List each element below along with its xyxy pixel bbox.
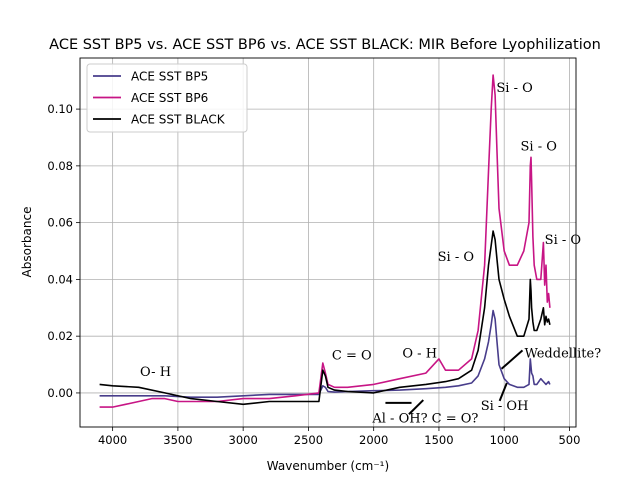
series-layer — [99, 74, 551, 408]
x-tick-label: 3000 — [229, 433, 258, 447]
y-tick-label: 0.04 — [47, 272, 73, 286]
x-tick-label: 3500 — [163, 433, 192, 447]
series-line-ace-sst-bp6 — [99, 74, 551, 408]
x-tick-label: 2500 — [294, 433, 323, 447]
legend-label: ACE SST BP5 — [131, 70, 208, 84]
annotation-label: Weddellite? — [524, 346, 601, 361]
chart-title: ACE SST BP5 vs. ACE SST BP6 vs. ACE SST … — [49, 37, 601, 53]
y-tick-label: 0.06 — [47, 216, 73, 230]
series-line-ace-sst-black — [99, 230, 551, 406]
annotation-label: Si - O — [545, 233, 581, 248]
annotation-label: C = O — [332, 349, 372, 364]
x-axis-label: Wavenumber (cm⁻¹) — [267, 459, 389, 473]
legend-label: ACE SST BP6 — [131, 91, 208, 105]
legend-label: ACE SST BLACK — [131, 113, 226, 127]
annotation-layer: O- H C = O O - H Al - OH? C = O? Si - O Si - … — [140, 81, 601, 427]
legend: ACE SST BP5 ACE SST BP6 ACE SST BLACK — [86, 63, 248, 133]
x-tick-label: 2000 — [359, 433, 388, 447]
legend-box — [86, 63, 248, 133]
x-tick-label: 1500 — [424, 433, 453, 447]
annotation-label: O- H — [140, 365, 171, 380]
annotation-label: Si - OH — [481, 399, 529, 414]
annotation-label: Al - OH? C = O? — [371, 412, 478, 427]
annotation-label: Si - O — [496, 81, 532, 96]
x-tick-label: 4000 — [98, 433, 127, 447]
x-tick-label: 500 — [558, 433, 580, 447]
series-line-ace-sst-bp5 — [99, 309, 551, 399]
annotation-label: Si - O — [521, 139, 557, 154]
annotation-pointer — [498, 382, 508, 402]
x-tick-label: 1000 — [490, 433, 519, 447]
annotation-pointer — [408, 399, 424, 415]
y-tick-label: 0.10 — [47, 102, 73, 116]
axes-frame — [79, 57, 577, 428]
y-tick-label: 0.02 — [47, 329, 73, 343]
annotation-pointer — [500, 349, 524, 370]
ticks-layer: 4000 3500 3000 2500 2000 1500 1000 500 0.00 0.02 0… — [47, 102, 580, 447]
annotation-label: O - H — [402, 346, 437, 361]
annotation-label: Si - O — [438, 250, 474, 265]
y-tick-label: 0.08 — [47, 159, 73, 173]
y-axis-label: Absorbance — [20, 207, 34, 278]
y-tick-label: 0.00 — [47, 386, 73, 400]
